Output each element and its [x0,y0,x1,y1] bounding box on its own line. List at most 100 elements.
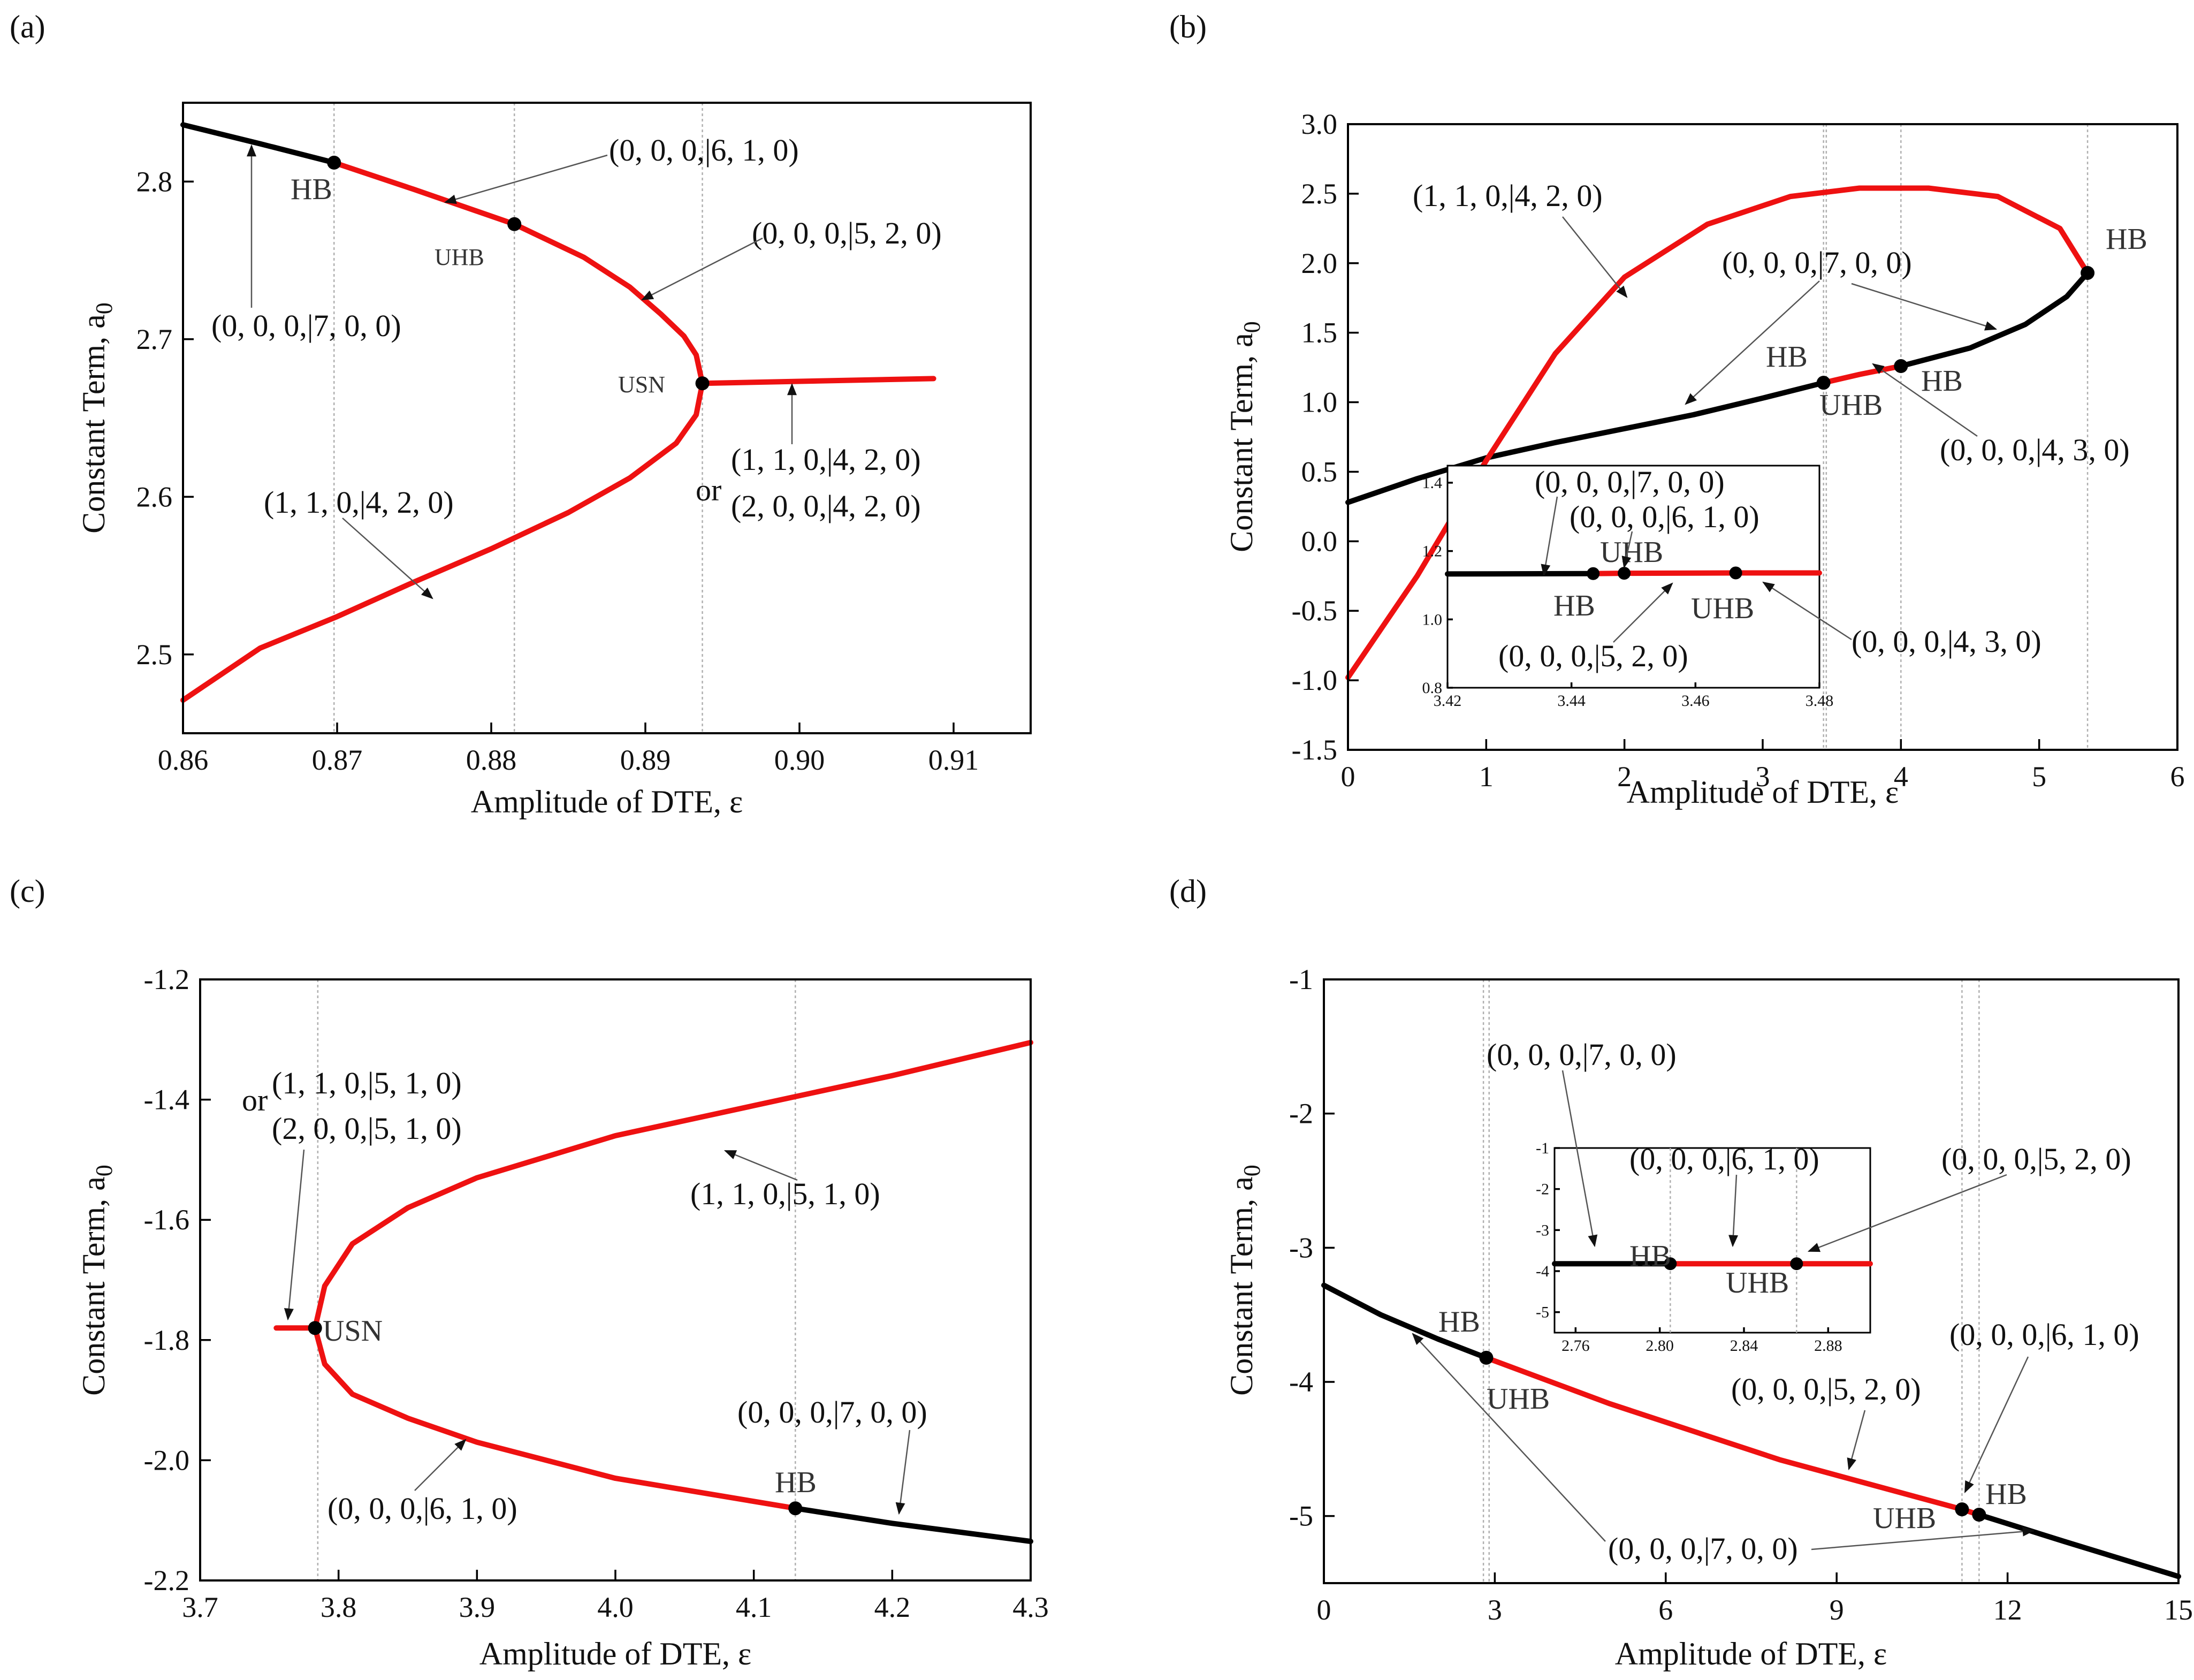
leader-arrow [641,237,763,301]
inset-chart: 3.42 3.44 3.46 3.48 0.8 1.0 1.2 1.4 HB UHB UHB… [1422,465,2041,710]
y-tick-label: 1.0 [1422,611,1443,628]
x-tick-label: 3 [1756,761,1770,793]
x-tick-label: 4.2 [874,1591,911,1623]
leader-arrow [1807,1174,2007,1252]
annotation-label: (0, 0, 0,|6, 1, 0) [327,1491,517,1526]
leader-arrow [1621,531,1633,569]
bifurcation-point [2081,265,2095,280]
x-tick-label: 2.80 [1646,1337,1674,1355]
label-uhb: UHB [1726,1266,1789,1299]
panel-c: (c) 3.7 3.8 3.9 4.0 4.1 4.2 4.3 -2.2 -2.0 -1.8 -1… [10,873,1049,1671]
bifurcation-point [1664,1257,1677,1271]
y-tick-label: -1.6 [144,1204,189,1236]
leader-arrow [895,1430,911,1515]
bifurcation-point [308,1321,322,1335]
stable-branch-curve [1976,1512,2181,1579]
x-tick-label: 0.87 [312,744,363,776]
y-tick-label: 0.8 [1422,679,1443,697]
label-usn: USN [323,1314,383,1348]
y-tick-label: -1 [1289,963,1313,995]
panel-a: (a) 0.86 0.87 0.88 0.89 0.90 0.91 2.5 2.6 2.7 2.… [10,9,1032,819]
x-tick-label: 0.86 [158,744,209,776]
label-hb: HB [291,173,332,206]
x-tick-label: 2.76 [1561,1337,1590,1355]
y-tick-label: -0.5 [1292,595,1337,627]
annotation-label: (1, 1, 0,|5, 1, 0) [272,1066,462,1100]
x-tick-label: 9 [1830,1594,1844,1626]
y-tick-label: -2.2 [144,1564,189,1597]
x-axis-label: Amplitude of DTE, ε [1615,1636,1887,1671]
panel-b: (b) 0 1 2 3 4 5 6 -1.5 -1.0 -0.5 0.0 0.5 1.0 1.5 2.0 2… [1169,9,2185,810]
leader-arrow [1562,216,1628,298]
bifurcation-point [1618,567,1631,580]
panel-label: (b) [1169,9,1207,44]
bifurcation-point [507,217,522,231]
annotation-label: (0, 0, 0,|5, 2, 0) [1498,638,1688,673]
x-tick-label: 0.88 [466,744,517,776]
label-hb: HB [1629,1240,1671,1273]
stable-branch-curve [1898,270,2091,369]
leader-arrow [1561,1070,1598,1248]
y-tick-label: -1.4 [144,1084,189,1116]
x-tick-label: 3.7 [182,1591,218,1623]
x-tick-label: 3.42 [1434,692,1462,710]
label-usn: USN [618,371,665,398]
bifurcation-point [1955,1502,1969,1517]
annotation-label: (0, 0, 0,|6, 1, 0) [1570,499,1759,534]
svg-text:Constant Term, a0: Constant Term, a0 [1224,1165,1265,1396]
y-tick-label: 2.7 [136,323,173,355]
stable-branch-curve [1321,1282,1489,1360]
label-hb: HB [1921,364,1963,398]
bifurcation-point [788,1501,803,1516]
x-axis-label: Amplitude of DTE, ε [1627,774,1899,810]
label-hb: HB [2106,223,2147,256]
inset-chart: 2.76 2.80 2.84 2.88 -5 -4 -3 -2 -1 HB UHB (0, 0… [1487,1037,2131,1355]
annotation-label: (0, 0, 0,|7, 0, 0) [737,1395,927,1430]
y-axis-label: Constant Term, a0 [1224,321,1265,552]
unstable-branch-curve [180,381,705,703]
y-tick-label: 2.5 [136,638,173,671]
unstable-branch-curve [1590,570,1822,576]
svg-text:Constant Term, a0: Constant Term, a0 [76,302,117,534]
x-tick-label: 15 [2164,1594,2193,1626]
x-axis-label: Amplitude of DTE, ε [479,1636,751,1671]
annotation-label: or [242,1083,268,1118]
label-hb: HB [1438,1305,1480,1339]
y-tick-label: 1.4 [1422,474,1443,492]
x-tick-label: 2.88 [1814,1337,1842,1355]
x-tick-label: 0 [1317,1594,1331,1626]
bifurcation-point [1790,1257,1803,1271]
annotation-label: (0, 0, 0,|6, 1, 0) [1629,1142,1819,1176]
y-tick-label: -4 [1536,1263,1549,1280]
bifurcation-point [327,155,341,170]
leader-arrow [1541,496,1558,577]
unstable-branch-curve [312,1325,798,1511]
label-uhb: UHB [1819,389,1883,422]
inset-frame [1553,1147,1871,1334]
leader-arrow [1851,283,1998,331]
x-tick-label: 3.8 [321,1591,357,1623]
leader-arrow [1685,280,1820,405]
label-uhb: UHB [1600,536,1663,569]
x-tick-label: 3.44 [1557,692,1586,710]
annotation-label: (0, 0, 0,|7, 0, 0) [211,308,401,343]
x-tick-label: 4.1 [736,1591,772,1623]
y-tick-label: 0.0 [1301,525,1338,557]
y-tick-label: -5 [1536,1304,1549,1321]
label-hb: HB [1766,340,1808,374]
svg-text:Constant Term, a0: Constant Term, a0 [1224,321,1265,552]
annotation-label: (0, 0, 0,|5, 2, 0) [752,216,942,250]
bifurcation-point [1894,359,1908,374]
bifurcation-point [1816,376,1831,390]
label-uhb: UHB [1691,592,1754,625]
y-tick-label: 2.6 [136,481,173,513]
x-axis-label: Amplitude of DTE, ε [471,784,743,819]
bifurcation-point [695,376,710,391]
unstable-branch-curve [699,376,936,386]
x-tick-label: 6 [1658,1594,1673,1626]
stable-branch-curve [793,1506,1033,1544]
panel-label: (a) [10,9,45,44]
y-tick-label: -3 [1536,1221,1549,1239]
stable-branch-curve [180,122,337,165]
